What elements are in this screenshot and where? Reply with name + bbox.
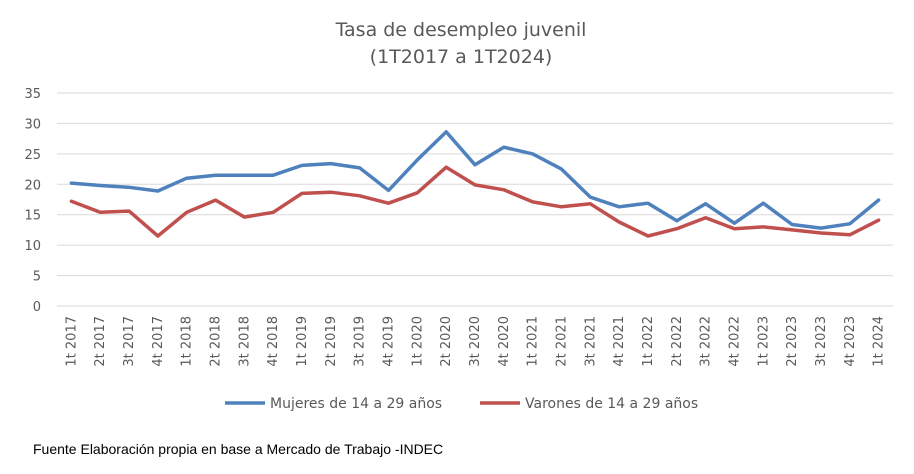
x-tick-label: 1t 2021 [526,316,541,367]
x-tick-label: 2t 2023 [785,316,800,367]
x-tick-label: 2t 2022 [670,316,685,367]
x-tick-label: 3t 2020 [468,316,483,367]
x-tick-label: 4t 2018 [266,316,281,367]
x-tick-label: 3t 2019 [353,316,368,367]
y-tick-label: 20 [24,178,41,193]
x-tick-label: 2t 2021 [554,316,569,367]
y-tick-label: 0 [33,300,41,315]
y-tick-label: 10 [24,239,41,254]
x-tick-label: 1t 2018 [180,316,195,367]
x-tick-label: 3t 2017 [122,316,137,367]
y-tick-label: 15 [24,209,41,224]
x-tick-label: 1t 2019 [295,316,310,367]
chart-title: Tasa de desempleo juvenil [335,19,587,41]
y-tick-label: 30 [24,117,41,132]
series-line-mujeres [69,130,881,230]
x-tick-label: 3t 2023 [814,316,829,367]
y-tick-label: 5 [33,270,41,285]
legend-label: Varones de 14 a 29 años [525,396,698,412]
x-tick-label: 4t 2017 [151,316,166,367]
x-tick-label: 2t 2017 [93,316,108,367]
x-tick-label: 4t 2021 [612,316,627,367]
x-tick-label: 4t 2023 [843,316,858,367]
source-note: Fuente Elaboración propia en base a Merc… [33,441,444,457]
y-tick-label: 25 [24,148,41,163]
y-tick-label: 35 [24,87,41,102]
x-tick-label: 2t 2020 [439,316,454,367]
x-tick-label: 2t 2019 [324,316,339,367]
x-tick-label: 1t 2017 [64,316,79,367]
series-line-varones [69,165,881,238]
x-tick-label: 4t 2019 [382,316,397,367]
x-tick-label: 2t 2018 [209,316,224,367]
x-tick-label: 4t 2020 [497,316,512,367]
x-tick-label: 3t 2022 [699,316,714,367]
x-tick-label: 1t 2024 [872,316,887,367]
legend-label: Mujeres de 14 a 29 años [270,396,442,412]
chart-subtitle: (1T2017 a 1T2024) [370,46,553,68]
x-tick-label: 4t 2022 [727,316,742,367]
x-tick-label: 1t 2023 [756,316,771,367]
x-tick-label: 1t 2020 [410,316,425,367]
x-tick-label: 1t 2022 [641,316,656,367]
x-tick-label: 3t 2021 [583,316,598,367]
x-tick-label: 3t 2018 [237,316,252,367]
